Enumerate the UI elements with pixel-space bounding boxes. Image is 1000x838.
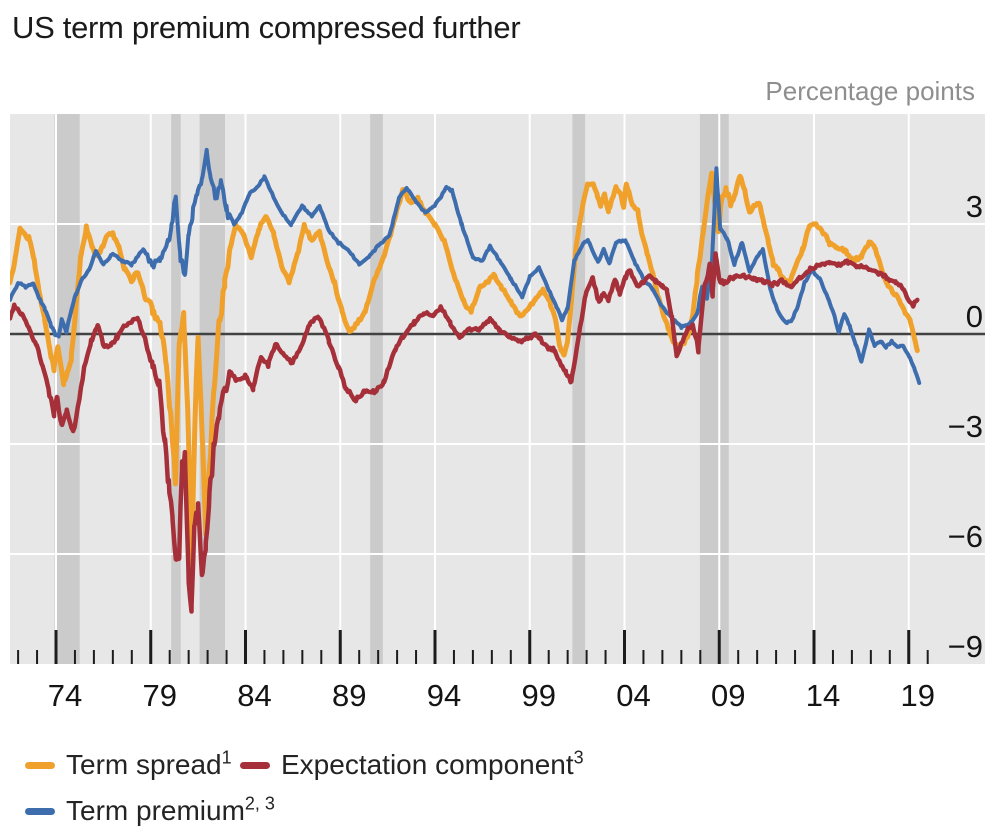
series-group — [10, 147, 922, 614]
y-tick-label: 3 — [966, 189, 983, 224]
expectation-component-line-swatch — [240, 761, 270, 769]
y-tick-label: −6 — [948, 519, 983, 554]
chart-svg: 3 0 −3 −6 −9 74 79 84 89 94 99 04 09 14 19 — [10, 114, 985, 713]
legend-item-expectation-component: Expectation component3 — [240, 748, 584, 782]
y-axis-unit-label: Percentage points — [765, 76, 975, 106]
legend-label-expectation-component: Expectation component3 — [281, 747, 584, 780]
term-spread-line-swatch — [25, 761, 55, 769]
x-tick-label: 09 — [711, 678, 745, 713]
legend-label-term-premium: Term premium2, 3 — [66, 793, 275, 826]
legend-item-term-premium: Term premium2, 3 — [25, 794, 275, 828]
legend-item-term-spread: Term spread1 — [25, 748, 232, 782]
series-line-expectation-component — [10, 251, 920, 614]
x-tick-label: 14 — [806, 678, 840, 713]
plot-background — [10, 114, 985, 664]
y-tick-label: −3 — [948, 409, 983, 444]
x-tick-label: 94 — [427, 678, 461, 713]
x-tick-label: 89 — [332, 678, 366, 713]
series-line-term-spread — [10, 170, 920, 573]
y-tick-label: 0 — [966, 299, 983, 334]
x-tick-label: 04 — [616, 678, 650, 713]
y-tick-label: −9 — [948, 629, 983, 664]
chart-title: US term premium compressed further — [12, 10, 521, 45]
x-tick-label: 99 — [522, 678, 556, 713]
legend-label-term-spread: Term spread1 — [66, 747, 232, 780]
x-tick-label: 84 — [237, 678, 271, 713]
x-tick-label: 79 — [143, 678, 177, 713]
x-tick-label: 19 — [901, 678, 935, 713]
series-line-term-premium — [10, 147, 922, 385]
term-premium-line-swatch — [25, 807, 55, 815]
x-tick-label: 74 — [48, 678, 82, 713]
plot-area: 3 0 −3 −6 −9 74 79 84 89 94 99 04 09 14 19 — [10, 114, 985, 734]
recession-band — [54, 114, 80, 664]
